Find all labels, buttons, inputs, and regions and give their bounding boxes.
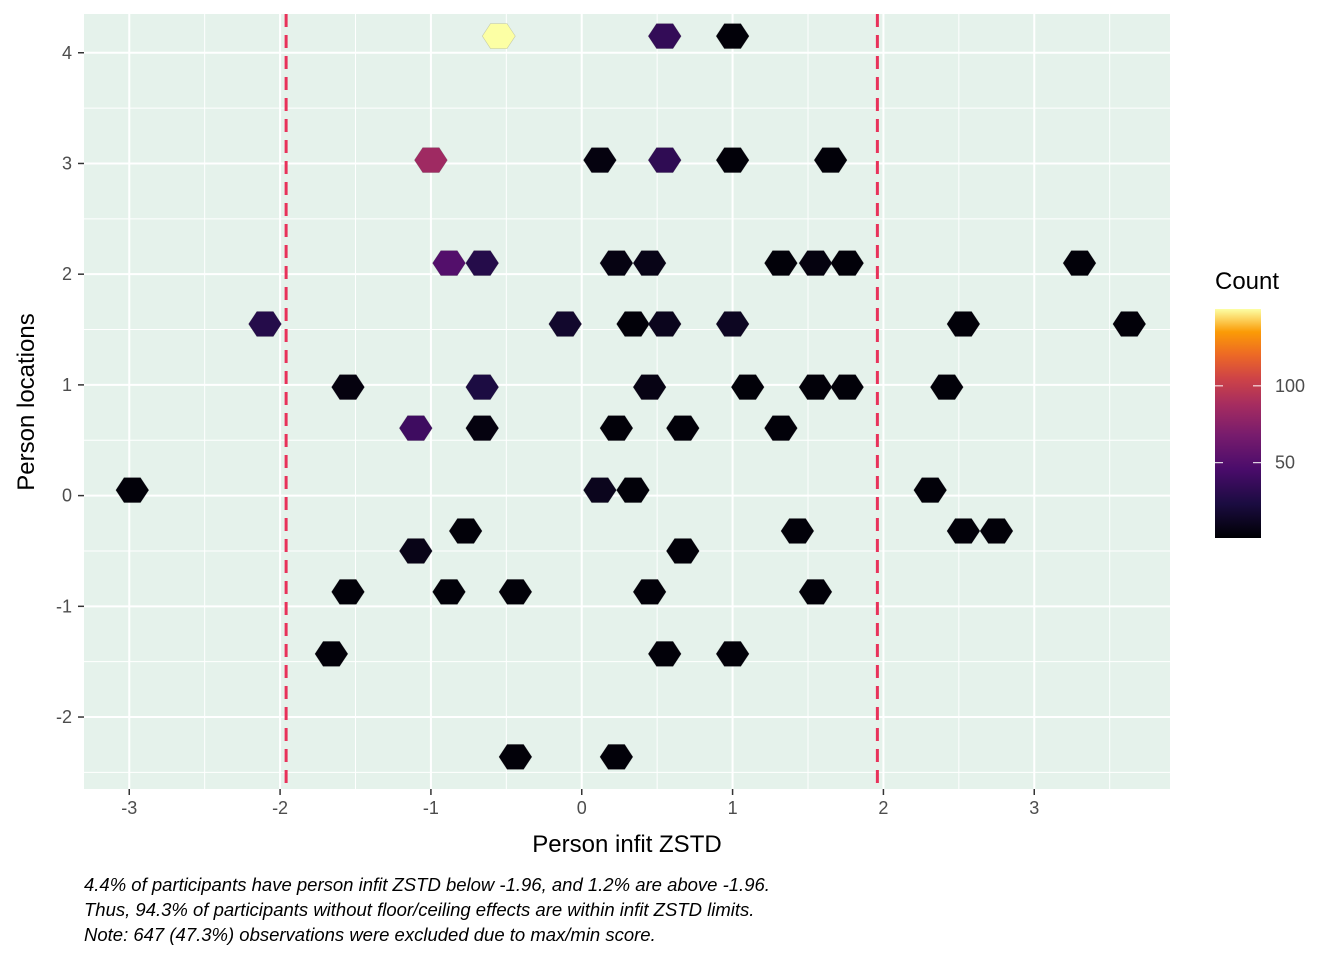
hexbin-cell bbox=[331, 374, 365, 400]
y-tick-label: -1 bbox=[56, 596, 72, 616]
hexbin-cell bbox=[647, 147, 682, 173]
legend-tick-label: 50 bbox=[1275, 453, 1295, 473]
hexbin-cell bbox=[432, 579, 466, 605]
hexbin-cell bbox=[715, 23, 750, 49]
caption-line-1: 4.4% of participants have person infit Z… bbox=[84, 874, 770, 895]
hexbin-cell bbox=[632, 250, 667, 276]
hexbin-cell bbox=[715, 147, 750, 173]
legend: Count 50 100 bbox=[1215, 268, 1305, 538]
hexbin-cell bbox=[730, 374, 765, 400]
hexbin-cell bbox=[946, 311, 981, 337]
y-tick-label: -2 bbox=[56, 707, 72, 727]
hexbin-cell bbox=[632, 579, 667, 605]
y-tick-label: 3 bbox=[62, 153, 72, 173]
legend-ticks: 50 100 bbox=[1215, 376, 1305, 473]
hexbin-cell bbox=[946, 518, 981, 544]
hexbin-cell bbox=[248, 311, 282, 337]
x-axis: -3 -2 -1 0 1 2 3 bbox=[121, 789, 1039, 818]
hexbin-cell bbox=[599, 415, 634, 441]
hexbin-cell bbox=[780, 518, 815, 544]
hexbin-cell bbox=[465, 415, 500, 441]
hexbin-cell bbox=[481, 23, 516, 49]
hexbin-cell bbox=[465, 250, 500, 276]
x-tick-label: -3 bbox=[121, 798, 137, 818]
hexbin-cell bbox=[548, 311, 583, 337]
hexbin-cell bbox=[583, 147, 617, 173]
hexbin-cell bbox=[498, 579, 533, 605]
x-axis-title: Person infit ZSTD bbox=[532, 831, 721, 858]
hexbin-cell bbox=[314, 641, 349, 667]
hexbin-cell bbox=[715, 641, 750, 667]
hexbin-cell bbox=[331, 579, 365, 605]
hexbin-cell bbox=[647, 641, 682, 667]
hexbin-cell bbox=[929, 374, 964, 400]
legend-colorbar bbox=[1215, 309, 1261, 538]
x-tick-label: 0 bbox=[577, 798, 587, 818]
hexbin-cell bbox=[616, 477, 650, 503]
hexbin-cell bbox=[647, 23, 682, 49]
y-axis-title: Person locations bbox=[13, 313, 40, 490]
y-tick-label: 2 bbox=[62, 264, 72, 284]
reference-lines bbox=[284, 14, 879, 789]
hexbins bbox=[115, 23, 1147, 770]
plot-panel bbox=[84, 14, 1170, 789]
caption: 4.4% of participants have person infit Z… bbox=[84, 872, 770, 947]
hexbin-cell bbox=[448, 518, 483, 544]
caption-line-2: Thus, 94.3% of participants without floo… bbox=[84, 899, 755, 920]
y-tick-label: 0 bbox=[62, 486, 72, 506]
legend-title: Count bbox=[1215, 268, 1279, 295]
hexbin-cell bbox=[599, 250, 634, 276]
x-tick-label: 2 bbox=[878, 798, 888, 818]
hexbin-cell bbox=[665, 538, 700, 564]
hexbin-cell bbox=[599, 744, 634, 770]
hexbin-cell bbox=[798, 579, 833, 605]
y-tick-label: 1 bbox=[62, 375, 72, 395]
hexbin-cell bbox=[414, 147, 448, 173]
hexbin-cell bbox=[583, 477, 617, 503]
legend-tick-label: 100 bbox=[1275, 376, 1305, 396]
caption-line-3: Note: 647 (47.3%) observations were excl… bbox=[84, 924, 656, 945]
hexbin-cell bbox=[632, 374, 667, 400]
x-tick-label: 1 bbox=[728, 798, 738, 818]
hexbin-cell bbox=[398, 538, 433, 564]
hexbin-cell bbox=[1062, 250, 1097, 276]
hexbin-cell bbox=[764, 250, 798, 276]
hexbin-cell bbox=[913, 477, 948, 503]
hexbin-cell bbox=[979, 518, 1014, 544]
hexbin-cell bbox=[813, 147, 848, 173]
hexbin-cell bbox=[498, 744, 533, 770]
x-tick-label: 3 bbox=[1029, 798, 1039, 818]
x-tick-label: -2 bbox=[272, 798, 288, 818]
grid-major bbox=[84, 14, 1170, 789]
hexbin-cell bbox=[398, 415, 433, 441]
hexbin-cell bbox=[1112, 311, 1147, 337]
hexbin-cell bbox=[830, 374, 865, 400]
y-axis: -2 -1 0 1 2 3 4 bbox=[56, 43, 84, 727]
hexbin-cell bbox=[465, 374, 500, 400]
hexbin-cell bbox=[715, 311, 750, 337]
hexbin-cell bbox=[432, 250, 466, 276]
hexbin-chart: -3 -2 -1 0 1 2 3 -2 -1 0 1 2 3 4 Person infit ZSTD P… bbox=[13, 14, 1305, 858]
y-tick-label: 4 bbox=[62, 43, 72, 63]
hexbin-cell bbox=[647, 311, 682, 337]
hexbin-cell bbox=[665, 415, 700, 441]
hexbin-cell bbox=[830, 250, 865, 276]
hexbin-cell bbox=[115, 477, 150, 503]
hexbin-cell bbox=[764, 415, 798, 441]
x-tick-label: -1 bbox=[423, 798, 439, 818]
